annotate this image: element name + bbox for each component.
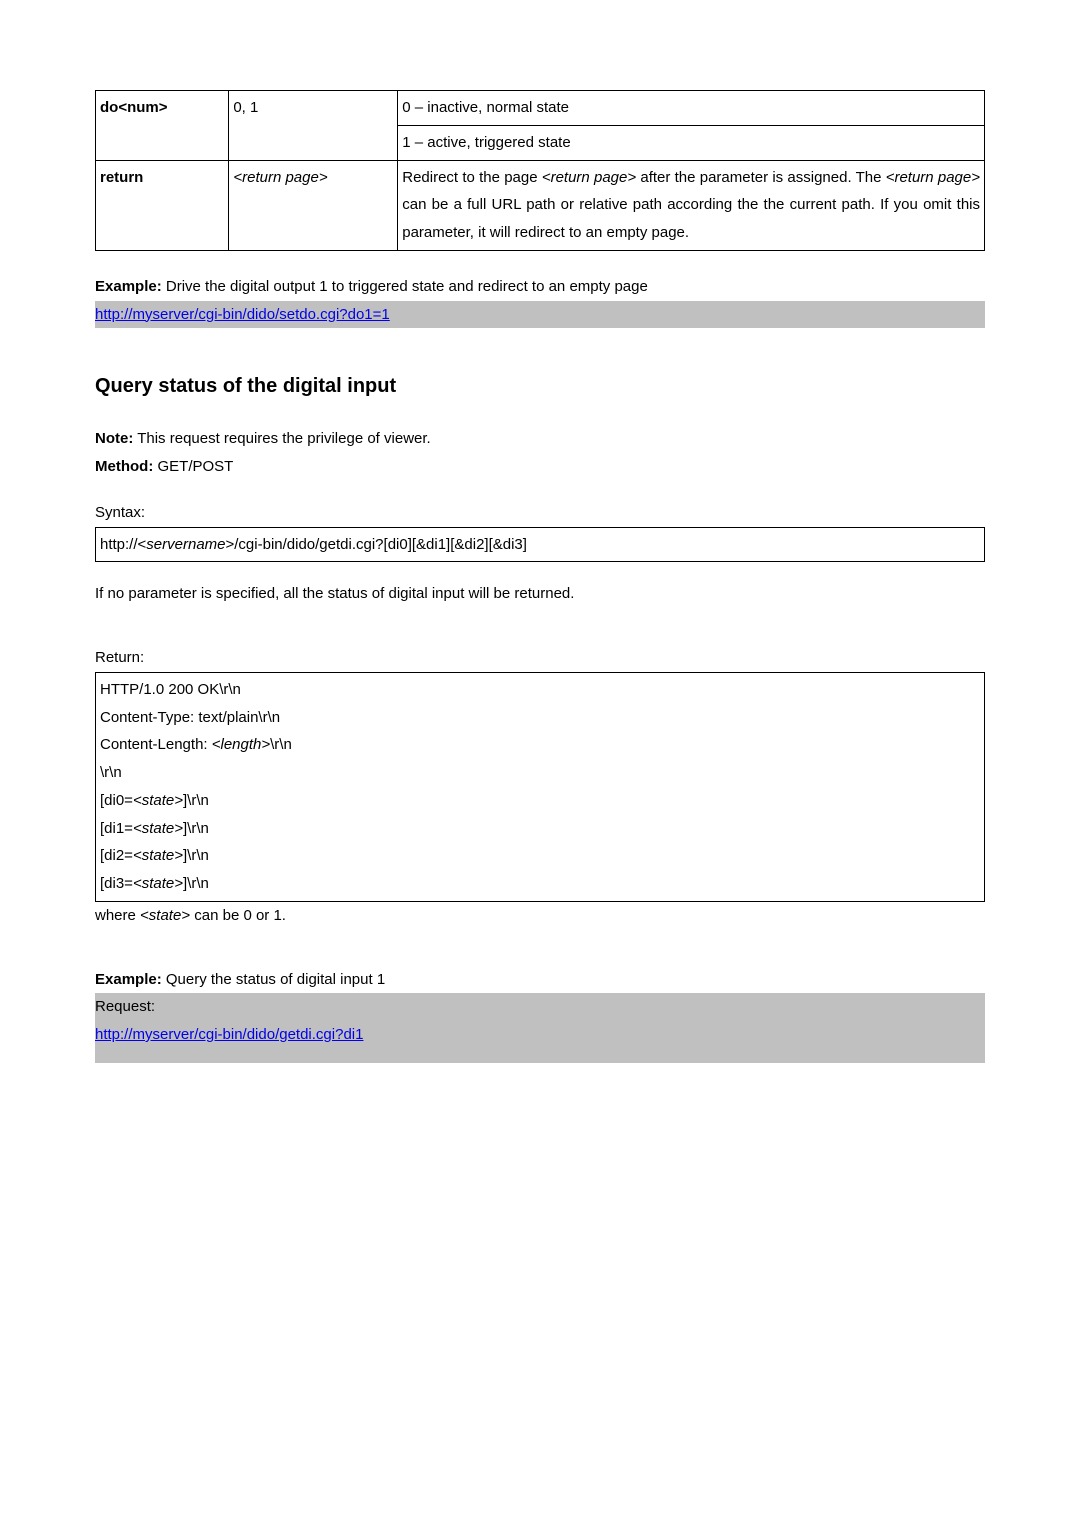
text: >/cgi-bin/dido/getdi.cgi?[di0][&di1][&di… — [226, 536, 527, 553]
example2-url-link[interactable]: http://myserver/cgi-bin/dido/getdi.cgi?d… — [95, 1026, 363, 1043]
example-label: Example: — [95, 971, 162, 988]
text-italic: <state> — [133, 847, 183, 864]
example2-line: Example: Query the status of digital inp… — [95, 966, 985, 994]
return-label: Return: — [95, 644, 985, 672]
text-italic: <length> — [212, 736, 270, 753]
param-value: 0, 1 — [229, 91, 398, 161]
param-desc: Redirect to the page <return page> after… — [398, 160, 985, 250]
text: after the parameter is assigned. The — [636, 169, 886, 186]
noparam-text: If no parameter is specified, all the st… — [95, 580, 985, 608]
example-url-block: http://myserver/cgi-bin/dido/setdo.cgi?d… — [95, 301, 985, 329]
return-line: \r\n — [100, 759, 980, 787]
text: Content-Length: — [100, 736, 212, 753]
return-line: [di2=<state>]\r\n — [100, 842, 980, 870]
text: http://< — [100, 536, 146, 553]
text: where — [95, 907, 140, 924]
text: ]\r\n — [183, 847, 209, 864]
note-line: Note: This request requires the privileg… — [95, 425, 985, 453]
text: [di1= — [100, 820, 133, 837]
text-italic: <state> — [133, 820, 183, 837]
param-name: return — [96, 160, 229, 250]
text-italic: <return page> — [886, 169, 980, 186]
params-table: do<num> 0, 1 0 – inactive, normal state … — [95, 90, 985, 251]
example2-block: Request: http://myserver/cgi-bin/dido/ge… — [95, 993, 985, 1063]
return-line: [di1=<state>]\r\n — [100, 815, 980, 843]
example-label: Example: — [95, 278, 162, 295]
section-title: Query status of the digital input — [95, 368, 985, 405]
text-italic: <return page> — [542, 169, 636, 186]
method-label: Method: — [95, 458, 153, 475]
text: ]\r\n — [183, 820, 209, 837]
return-line: [di0=<state>]\r\n — [100, 787, 980, 815]
return-line: Content-Type: text/plain\r\n — [100, 704, 980, 732]
param-desc: 1 – active, triggered state — [398, 125, 985, 160]
text: can be 0 or 1. — [190, 907, 286, 924]
example-line: Example: Drive the digital output 1 to t… — [95, 273, 985, 301]
text: can be a full URL path or relative path … — [402, 196, 980, 241]
text: ]\r\n — [183, 875, 209, 892]
note-label: Note: — [95, 430, 133, 447]
note-text: This request requires the privilege of v… — [133, 430, 430, 447]
example-url-link[interactable]: http://myserver/cgi-bin/dido/setdo.cgi?d… — [95, 306, 390, 323]
syntax-box: http://<servername>/cgi-bin/dido/getdi.c… — [95, 527, 985, 563]
text-italic: <state> — [133, 875, 183, 892]
method-line: Method: GET/POST — [95, 453, 985, 481]
return-line: [di3=<state>]\r\n — [100, 870, 980, 898]
text: ]\r\n — [183, 792, 209, 809]
param-desc: 0 – inactive, normal state — [398, 91, 985, 126]
text-italic: <state> — [133, 792, 183, 809]
return-line: Content-Length: <length>\r\n — [100, 731, 980, 759]
param-name: do<num> — [96, 91, 229, 161]
syntax-label: Syntax: — [95, 499, 985, 527]
text: [di0= — [100, 792, 133, 809]
method-text: GET/POST — [153, 458, 233, 475]
param-value: <return page> — [229, 160, 398, 250]
text: [di3= — [100, 875, 133, 892]
text-italic: <state> — [140, 907, 190, 924]
text: \r\n — [270, 736, 292, 753]
example-text: Query the status of digital input 1 — [162, 971, 385, 988]
example-text: Drive the digital output 1 to triggered … — [162, 278, 648, 295]
request-label: Request: — [95, 993, 985, 1021]
text-italic: servername — [146, 536, 225, 553]
where-line: where <state> can be 0 or 1. — [95, 902, 985, 930]
return-line: HTTP/1.0 200 OK\r\n — [100, 676, 980, 704]
text: [di2= — [100, 847, 133, 864]
return-box: HTTP/1.0 200 OK\r\n Content-Type: text/p… — [95, 672, 985, 902]
text: Redirect to the page — [402, 169, 542, 186]
